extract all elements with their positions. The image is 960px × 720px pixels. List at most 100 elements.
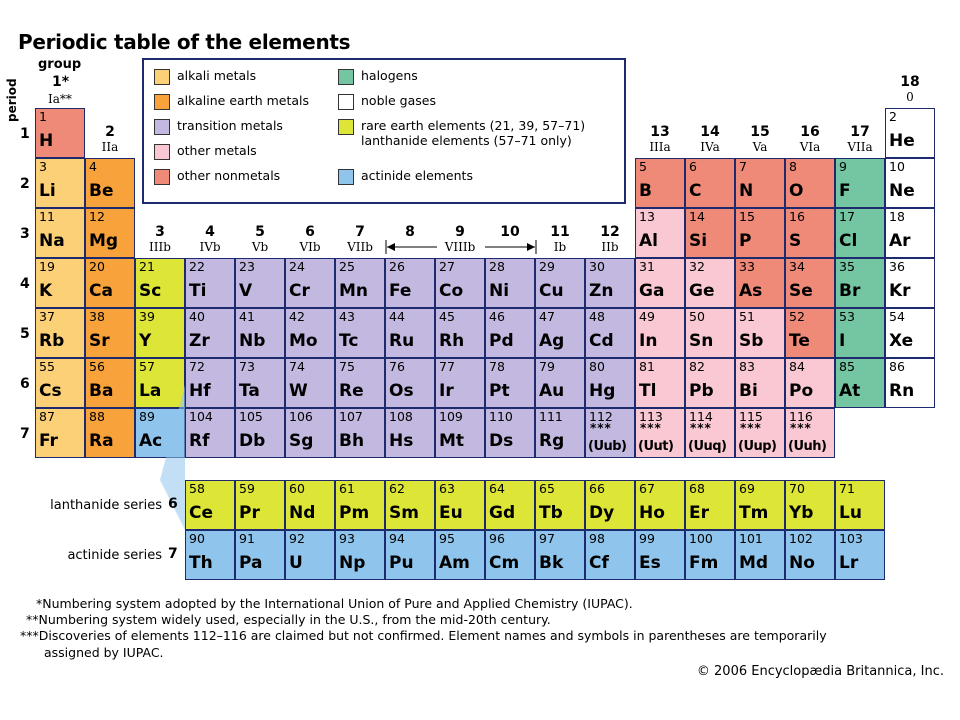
element-Ds: 110 Ds — [485, 408, 535, 458]
element-symbol: Mn — [339, 281, 369, 301]
atomic-number: 82 — [689, 359, 705, 374]
element-Md: 101 Md — [735, 530, 785, 580]
group-label: VIIIb — [444, 240, 476, 254]
atomic-number: 71 — [839, 481, 855, 496]
atomic-number: 73 — [239, 359, 255, 374]
period-number-7: 7 — [20, 426, 30, 442]
legend-swatch — [154, 69, 170, 85]
group-number: 2 — [105, 124, 115, 140]
element-symbol: Tl — [639, 381, 657, 401]
element-symbol: Pt — [489, 381, 510, 401]
element-Uuq: 114 *** (Uuq) — [685, 408, 735, 458]
period-number-1: 1 — [20, 126, 30, 142]
page-title: Periodic table of the elements — [18, 30, 351, 54]
atomic-number: 9 — [839, 159, 847, 174]
atomic-number: 78 — [489, 359, 505, 374]
element-Rn: 86 Rn — [885, 358, 935, 408]
legend-swatch — [338, 94, 354, 110]
legend-label-text: alkaline earth metals — [177, 93, 310, 108]
element-symbol: Mg — [89, 231, 119, 251]
element-symbol: Te — [789, 331, 810, 351]
element-symbol: Mt — [439, 431, 465, 451]
group-header-14: 14 IVa — [685, 124, 735, 154]
atomic-number: 27 — [439, 259, 455, 274]
element-symbol: (Uup) — [738, 439, 777, 454]
element-Mg: 12 Mg — [85, 208, 135, 258]
atomic-number: 3 — [39, 159, 47, 174]
unconfirmed-marker: *** — [740, 421, 762, 435]
legend-item-alkali: alkali metals — [154, 68, 256, 85]
atomic-number: 92 — [289, 531, 305, 546]
element-Ne: 10 Ne — [885, 158, 935, 208]
group-label: VIa — [799, 140, 821, 154]
element-Cm: 96 Cm — [485, 530, 535, 580]
atomic-number: 36 — [889, 259, 905, 274]
group-number: 5 — [255, 224, 265, 240]
atomic-number: 70 — [789, 481, 805, 496]
legend: alkali metals alkaline earth metals transi… — [142, 58, 626, 204]
legend-item-nonmetal: other nonmetals — [154, 168, 280, 185]
group-number: 3 — [155, 224, 165, 240]
element-Sn: 50 Sn — [685, 308, 735, 358]
element-He: 2 He — [885, 108, 935, 158]
element-Se: 34 Se — [785, 258, 835, 308]
element-symbol: Mo — [289, 331, 318, 351]
atomic-number: 41 — [239, 309, 255, 324]
element-Yb: 70 Yb — [785, 480, 835, 530]
atomic-number: 24 — [289, 259, 305, 274]
element-Sg: 106 Sg — [285, 408, 335, 458]
atomic-number: 102 — [789, 531, 813, 546]
element-Pb: 82 Pb — [685, 358, 735, 408]
element-symbol: Nb — [239, 331, 266, 351]
atomic-number: 79 — [539, 359, 555, 374]
group-number: 13 — [650, 124, 670, 140]
group-label: Ib — [553, 240, 567, 254]
element-Fm: 100 Fm — [685, 530, 735, 580]
element-Os: 76 Os — [385, 358, 435, 408]
element-symbol: Au — [539, 381, 565, 401]
group-number: 18 — [900, 74, 920, 90]
atomic-number: 59 — [239, 481, 255, 496]
element-symbol: Ru — [389, 331, 415, 351]
group-header-2: 2 IIa — [85, 124, 135, 154]
group-header-6: 6 VIb — [285, 224, 335, 254]
element-symbol: U — [289, 553, 303, 573]
unconfirmed-marker: *** — [690, 421, 712, 435]
element-symbol: Rg — [539, 431, 565, 451]
atomic-number: 95 — [439, 531, 455, 546]
legend-item-othermetal: other metals — [154, 143, 257, 160]
element-symbol: Ge — [689, 281, 715, 301]
legend-label-text: transition metals — [177, 118, 283, 133]
legend-label-text: rare earth elements (21, 39, 57–71) — [361, 118, 586, 133]
group-label: IVb — [199, 240, 221, 254]
atomic-number: 1 — [39, 109, 47, 124]
element-Si: 14 Si — [685, 208, 735, 258]
element-Ba: 56 Ba — [85, 358, 135, 408]
element-Dy: 66 Dy — [585, 480, 635, 530]
atomic-number: 107 — [339, 409, 363, 424]
element-symbol: Ta — [239, 381, 260, 401]
element-symbol: Pr — [239, 503, 260, 523]
atomic-number: 6 — [689, 159, 697, 174]
atomic-number: 91 — [239, 531, 255, 546]
element-P: 15 P — [735, 208, 785, 258]
atomic-number: 68 — [689, 481, 705, 496]
group-label: 0 — [906, 90, 914, 104]
element-Ho: 67 Ho — [635, 480, 685, 530]
element-symbol: Tm — [739, 503, 769, 523]
element-symbol: Ho — [639, 503, 665, 523]
element-symbol: Y — [139, 331, 152, 351]
element-symbol: Pu — [389, 553, 414, 573]
group-header-7: 7 VIIb — [335, 224, 385, 254]
legend-label: actinide elements — [361, 168, 473, 183]
group-header-5: 5 Vb — [235, 224, 285, 254]
group-label: IIIa — [649, 140, 671, 154]
element-symbol: Fm — [689, 553, 719, 573]
element-symbol: Xe — [889, 331, 914, 351]
element-Fr: 87 Fr — [35, 408, 85, 458]
element-Mo: 42 Mo — [285, 308, 335, 358]
atomic-number: 75 — [339, 359, 355, 374]
